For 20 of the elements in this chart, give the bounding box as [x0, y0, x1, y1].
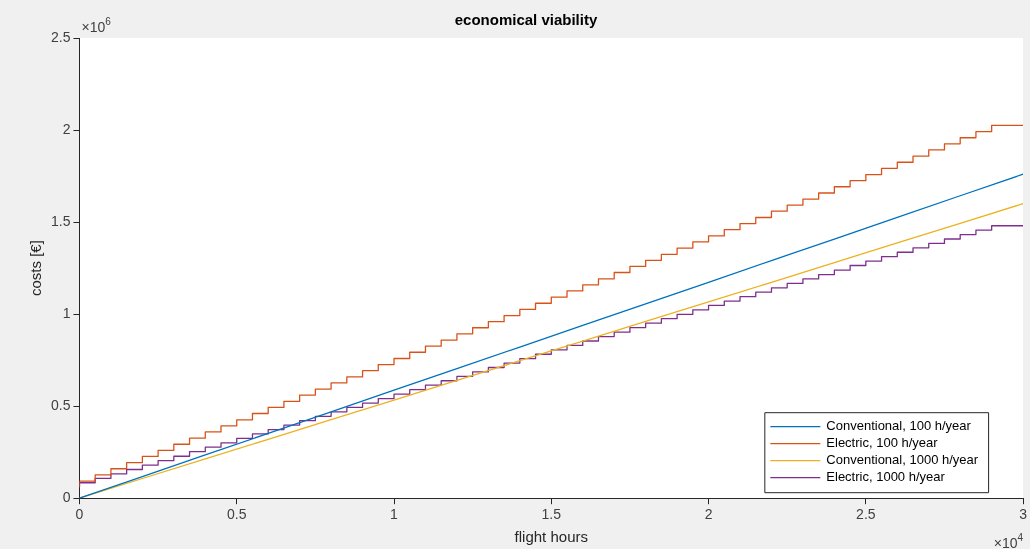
y-tick-label: 2 [62, 120, 71, 137]
y-tick-label: 1 [62, 304, 71, 321]
legend-label: Electric, 100 h/year [826, 435, 939, 451]
x-tick-label: 1.5 [541, 506, 562, 523]
x-tick-label: 0 [75, 506, 84, 523]
chart-title: economical viability [454, 11, 598, 29]
x-tick-label: 0.5 [227, 506, 247, 523]
x-tick-label: 2.5 [856, 506, 876, 523]
y-tick-label: 1.5 [50, 212, 71, 229]
x-tick-label: 1 [390, 506, 399, 523]
legend-label: Conventional, 100 h/year [826, 418, 972, 434]
x-tick-label: 3 [1019, 506, 1028, 523]
y-axis-title: costs [€] [27, 240, 45, 297]
y-tick-label: 0 [62, 489, 71, 506]
x-tick-label: 2 [704, 506, 713, 523]
legend-label: Electric, 1000 h/year [826, 469, 946, 485]
y-tick-label: 0.5 [50, 397, 71, 414]
x-axis-title: flight hours [514, 528, 588, 546]
y-tick-label: 2.5 [50, 28, 71, 45]
legend-label: Conventional, 1000 h/year [826, 452, 979, 468]
